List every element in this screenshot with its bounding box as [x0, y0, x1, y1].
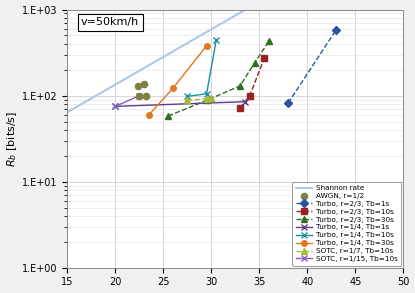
Shannon rate: [247, 5, 252, 9]
SOTC, r=1/7, Tb=10s: [204, 97, 209, 100]
SOTC, r=1/7, Tb=10s: [185, 99, 190, 102]
Shannon rate: [238, 11, 243, 14]
Turbo, r=2/3, Tb=30s: [266, 39, 271, 43]
Turbo, r=2/3, Tb=30s: [252, 61, 257, 65]
Shannon rate: [56, 116, 61, 120]
Turbo, r=1/4, Tb=10s: [214, 38, 219, 42]
Line: Turbo, r=2/3, Tb=10s: Turbo, r=2/3, Tb=10s: [237, 56, 267, 111]
Turbo, r=2/3, Tb=30s: [166, 114, 171, 118]
Shannon rate: [107, 86, 112, 90]
Turbo, r=1/4, Tb=1s: [113, 105, 118, 108]
Line: Turbo, r=1/4, Tb=10s: Turbo, r=1/4, Tb=10s: [184, 37, 220, 100]
Line: Turbo, r=2/3, Tb=30s: Turbo, r=2/3, Tb=30s: [165, 38, 272, 120]
Turbo, r=2/3, Tb=30s: [238, 84, 243, 88]
Line: SOTC, r=1/7, Tb=10s: SOTC, r=1/7, Tb=10s: [185, 95, 214, 103]
Legend: Shannon rate, AWGN, r=1/2, Turbo, r=2/3, Tb=1s, Turbo, r=2/3, Tb=10s, Turbo, r=2: Shannon rate, AWGN, r=1/2, Turbo, r=2/3,…: [293, 182, 401, 265]
Turbo, r=2/3, Tb=10s: [238, 106, 243, 110]
Turbo, r=2/3, Tb=30s: [204, 99, 209, 102]
Shannon rate: [63, 111, 68, 115]
Turbo, r=1/4, Tb=30s: [171, 86, 176, 90]
AWGN, r=1/2: [136, 93, 143, 98]
Turbo, r=1/4, Tb=30s: [146, 113, 151, 116]
Line: SOTC, r=1/15, Tb=10s: SOTC, r=1/15, Tb=10s: [112, 92, 143, 110]
AWGN, r=1/2: [143, 93, 149, 98]
SOTC, r=1/15, Tb=10s: [137, 94, 142, 97]
Y-axis label: $R_b$ [bits/s]: $R_b$ [bits/s]: [5, 110, 20, 167]
Turbo, r=1/4, Tb=10s: [185, 95, 190, 98]
Turbo, r=2/3, Tb=10s: [262, 57, 267, 60]
AWGN, r=1/2: [141, 82, 148, 87]
Line: Shannon rate: Shannon rate: [58, 7, 250, 118]
SOTC, r=1/15, Tb=10s: [113, 105, 118, 108]
Turbo, r=2/3, Tb=10s: [247, 94, 252, 97]
Text: v=50km/h: v=50km/h: [81, 17, 139, 27]
Turbo, r=2/3, Tb=1s: [334, 28, 339, 32]
Line: Turbo, r=1/4, Tb=30s: Turbo, r=1/4, Tb=30s: [146, 43, 210, 117]
Turbo, r=1/4, Tb=1s: [242, 100, 247, 103]
Shannon rate: [231, 15, 236, 18]
Turbo, r=1/4, Tb=10s: [204, 92, 209, 96]
Shannon rate: [91, 95, 96, 99]
Line: Turbo, r=1/4, Tb=1s: Turbo, r=1/4, Tb=1s: [112, 98, 249, 110]
SOTC, r=1/7, Tb=10s: [209, 96, 214, 99]
AWGN, r=1/2: [134, 84, 141, 88]
Shannon rate: [67, 109, 72, 113]
Turbo, r=2/3, Tb=1s: [286, 101, 290, 105]
Turbo, r=1/4, Tb=30s: [204, 44, 209, 47]
Line: Turbo, r=2/3, Tb=1s: Turbo, r=2/3, Tb=1s: [286, 27, 339, 106]
